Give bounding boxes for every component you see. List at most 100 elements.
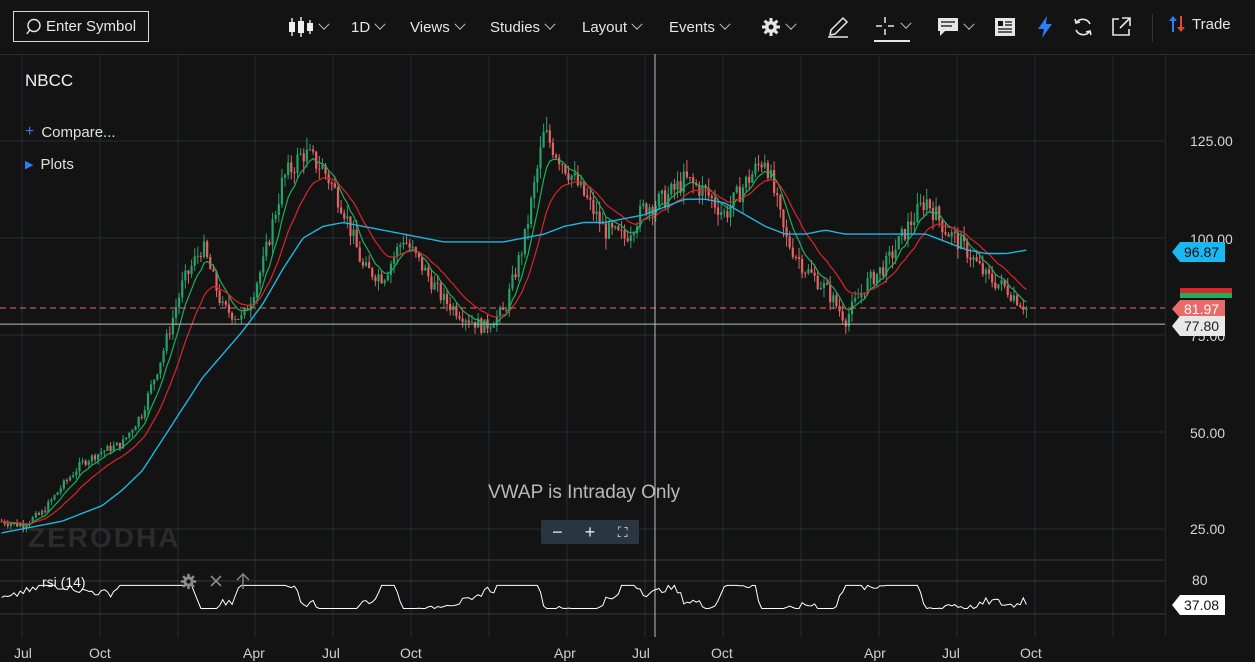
search-icon (26, 18, 41, 35)
symbol-search[interactable] (13, 11, 149, 42)
price-chart[interactable] (0, 54, 1165, 637)
candle-body (50, 499, 53, 502)
candle-body (290, 162, 293, 173)
time-tick: Oct (400, 645, 422, 661)
candle-body (153, 379, 156, 385)
candle-body (93, 455, 97, 460)
candle-body (374, 276, 377, 282)
candle-body (682, 171, 685, 193)
candle-body (586, 195, 589, 198)
compare-button[interactable]: + Compare... (25, 123, 116, 141)
chart-type-button[interactable] (288, 12, 330, 42)
candle-body (121, 439, 125, 449)
candle-body (346, 216, 349, 219)
candle-body (688, 177, 692, 179)
candle-body (427, 267, 430, 277)
time-tick: Jul (14, 645, 32, 661)
zoom-out-button[interactable]: − (552, 521, 563, 542)
layout-menu[interactable]: Layout (582, 12, 643, 42)
candle-body (635, 226, 639, 234)
candle-body (436, 282, 439, 284)
candle-body (1000, 280, 1003, 285)
candle-body (149, 384, 153, 394)
candle-body (336, 187, 340, 208)
refresh-button[interactable] (1072, 12, 1094, 42)
candle-body (501, 307, 505, 310)
candle-body (517, 255, 520, 278)
settings-button[interactable] (761, 12, 797, 42)
interval-button[interactable]: 1D (351, 12, 386, 42)
candle-body (913, 222, 916, 226)
symbol-search-input[interactable] (42, 18, 146, 35)
views-label: Views (410, 18, 450, 36)
candle-body (533, 182, 536, 199)
plots-label: Plots (40, 156, 74, 173)
candle-body (807, 269, 810, 274)
candle-body (62, 480, 65, 489)
events-menu[interactable]: Events (669, 12, 731, 42)
candle-body (134, 426, 137, 431)
zoom-reset-button[interactable]: ⛶ (617, 523, 628, 540)
candle-body (315, 151, 318, 169)
candle-body (368, 262, 371, 269)
draw-button[interactable] (826, 12, 850, 42)
rsi-settings-icon[interactable] (180, 573, 197, 590)
rsi-maximize-icon[interactable] (235, 572, 251, 590)
chevron-down-icon (374, 18, 386, 30)
candle-body (910, 221, 913, 226)
candle-body (449, 304, 452, 311)
zoom-in-button[interactable]: + (584, 521, 596, 542)
candle-body (576, 173, 579, 186)
candle-body (760, 164, 763, 168)
candle-body (642, 203, 645, 206)
candle-body (9, 523, 13, 526)
candle-body (168, 333, 171, 335)
candle-body (37, 512, 41, 515)
candle-body (872, 271, 875, 285)
candle-body (159, 362, 162, 375)
candle-body (324, 165, 327, 174)
candle-body (174, 307, 178, 318)
chevron-down-icon (454, 18, 466, 30)
rsi-line (1, 584, 1027, 610)
candle-body (215, 271, 218, 291)
candle-body (804, 272, 807, 274)
candle-body (330, 183, 333, 185)
candle-body (240, 315, 243, 320)
news-button[interactable] (994, 12, 1016, 42)
candle-body (162, 350, 165, 363)
candle-body (626, 238, 629, 241)
plots-button[interactable]: ▶ Plots (25, 156, 74, 173)
candle-body (87, 461, 90, 465)
popout-button[interactable] (1110, 12, 1132, 42)
candle-body (417, 253, 421, 258)
trade-button[interactable]: Trade (1168, 14, 1231, 34)
annotations-button[interactable] (937, 12, 975, 42)
candle-body (299, 153, 302, 155)
candle-body (190, 265, 193, 274)
candle-body (514, 274, 517, 278)
candle-body (246, 308, 249, 311)
candle-body (6, 523, 9, 526)
studies-menu[interactable]: Studies (490, 12, 556, 42)
candle-body (72, 475, 75, 478)
candle-body (582, 181, 586, 196)
candle-body (857, 297, 860, 299)
candle-body (526, 224, 530, 229)
rsi-close-icon[interactable] (209, 574, 223, 588)
candle-body (832, 295, 835, 303)
candle-body (184, 270, 187, 281)
candle-body (202, 241, 206, 258)
candle-body (595, 211, 598, 215)
views-menu[interactable]: Views (410, 12, 466, 42)
candle-body (511, 274, 514, 289)
candle-body (548, 130, 551, 143)
quick-trade-button[interactable] (1036, 12, 1054, 42)
external-link-icon (1112, 17, 1131, 36)
candle-body (143, 410, 146, 418)
candle-body (598, 211, 601, 225)
candle-body (293, 172, 296, 174)
price-tick: 125.00 (1190, 133, 1233, 149)
crosshair-button[interactable] (874, 12, 912, 42)
candle-body (579, 181, 583, 186)
